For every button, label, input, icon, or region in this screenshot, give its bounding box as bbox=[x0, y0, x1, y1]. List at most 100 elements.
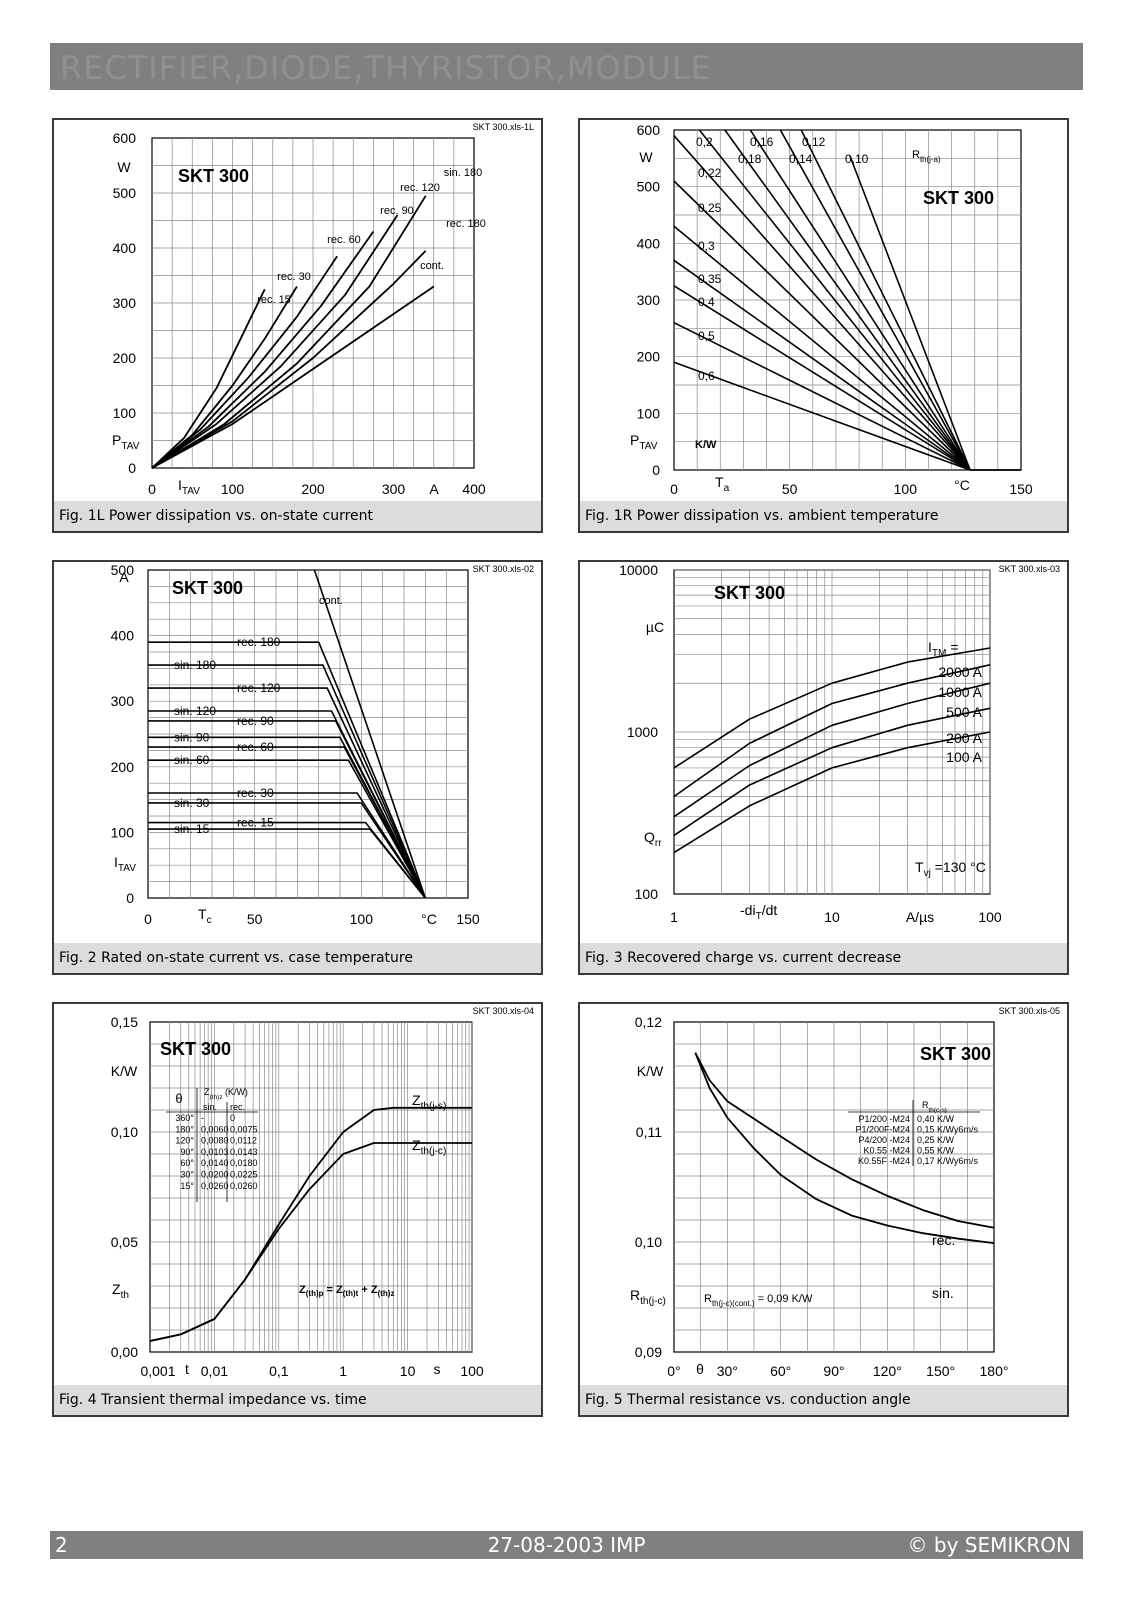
fig1r-series-10 bbox=[673, 285, 971, 471]
fig3-series-label: 500 A bbox=[946, 704, 982, 720]
footer-date: 27-08-2003 IMP bbox=[487, 1533, 646, 1557]
fig2-series-label: rec. 30 bbox=[237, 786, 274, 800]
fig3-series-label: 100 A bbox=[946, 749, 982, 765]
fig2-x-tick: 0 bbox=[144, 911, 152, 927]
fig5-y-tick: 0,10 bbox=[635, 1234, 662, 1250]
fig3-y-unit: µC bbox=[646, 619, 664, 635]
footer-copyright: © by SEMIKRON bbox=[907, 1533, 1071, 1557]
fig4-y-tick: 0,05 bbox=[111, 1234, 138, 1250]
fig3-param-label: ITM = bbox=[928, 639, 959, 659]
fig4-table-rec: 0,0112 bbox=[230, 1136, 257, 1146]
fig1l-x-tick: 200 bbox=[301, 481, 325, 497]
fig4-y-tick: 0,15 bbox=[111, 1014, 138, 1030]
fig1l-x-label: ITAV bbox=[178, 477, 200, 497]
fig2-y-label: ITAV bbox=[114, 854, 136, 874]
fig4-table-sin: 0,0103 bbox=[201, 1147, 229, 1157]
fig1r-y-tick: 300 bbox=[637, 292, 661, 308]
fig2-series-label: sin. 180 bbox=[174, 658, 216, 672]
fig1r-device: SKT 300 bbox=[923, 188, 994, 208]
figure-3-caption: Fig. 3 Recovered charge vs. current decr… bbox=[580, 943, 1067, 973]
fig5-note: Rth(j-c)(cont.) = 0,09 K/W bbox=[704, 1293, 813, 1308]
fig3-condition: Tvj =130 °C bbox=[915, 859, 986, 879]
fig1r-y-tick: 200 bbox=[637, 349, 661, 365]
fig3-series-2 bbox=[673, 682, 991, 818]
header-title: RECTIFIER,DIODE,THYRISTOR,MODULE bbox=[60, 49, 712, 87]
fig2-series-label: rec. 180 bbox=[237, 635, 281, 649]
fig1r-series-5 bbox=[698, 129, 971, 471]
fig1r-series-7 bbox=[673, 180, 971, 471]
fig1l-series-5 bbox=[151, 195, 427, 469]
fig1r-series-label: 0,35 bbox=[698, 272, 722, 286]
fig4-coefficient-table: θ Z(th)z (K/W)sin. rec.360° -0180° 0,0060 0,0… bbox=[166, 1087, 258, 1202]
fig2-series-label: sin. 30 bbox=[174, 796, 210, 810]
fig4-series-label: Zth(j-s) bbox=[412, 1092, 446, 1112]
fig1l-series-label: rec. 30 bbox=[277, 271, 311, 283]
fig3-x-unit: A/µs bbox=[906, 909, 934, 925]
figure-1r-caption: Fig. 1R Power dissipation vs. ambient te… bbox=[580, 501, 1067, 531]
fig2-series-12 bbox=[148, 828, 426, 899]
fig1l-x-tick: 300 bbox=[382, 481, 406, 497]
fig1r-series-label: 0,5 bbox=[698, 329, 715, 343]
fig3-x-label: -diT/dt bbox=[740, 902, 777, 922]
fig1l-series-label: rec. 90 bbox=[380, 205, 414, 217]
fig2-y-tick: 100 bbox=[111, 824, 135, 840]
fig1r-x-unit: °C bbox=[954, 477, 970, 493]
fig3-x-tick: 1 bbox=[670, 909, 678, 925]
fig1l-y-label: PTAV bbox=[112, 432, 140, 452]
footer-page-number: 2 bbox=[55, 1533, 68, 1557]
figure-5-chart: SKT 300.xls-05 0,09 0,10 0,11 0,12 0° 30° 60° 90… bbox=[630, 1006, 1060, 1379]
fig4-table-sin: 0,0080 bbox=[201, 1136, 229, 1146]
fig4-x-tick: 0,01 bbox=[201, 1363, 228, 1379]
fig2-series-5 bbox=[148, 720, 427, 899]
fig1l-y-tick: 400 bbox=[113, 240, 137, 256]
fig1r-legend-title: Rth(j-a) bbox=[912, 149, 941, 164]
fig4-x-tick: 10 bbox=[400, 1363, 416, 1379]
fig4-table-angle: 120° bbox=[175, 1136, 194, 1146]
fig2-y-tick: 300 bbox=[111, 693, 135, 709]
page-header-bar: RECTIFIER,DIODE,THYRISTOR,MODULE bbox=[50, 43, 1083, 90]
fig2-series-1 bbox=[148, 641, 427, 899]
fig3-x-tick: 100 bbox=[978, 909, 1002, 925]
fig4-table-angle: 60° bbox=[180, 1158, 194, 1168]
fig4-x-tick: 100 bbox=[460, 1363, 484, 1379]
fig5-device: SKT 300 bbox=[920, 1044, 991, 1064]
fig4-table-angle: 360° bbox=[175, 1113, 194, 1123]
fig1r-y-tick: 0 bbox=[652, 462, 660, 478]
figure-2-caption: Fig. 2 Rated on-state current vs. case t… bbox=[54, 943, 541, 973]
fig2-y-tick: 400 bbox=[111, 628, 135, 644]
fig1l-y-tick: 300 bbox=[113, 295, 137, 311]
fig1r-y-unit: W bbox=[639, 149, 653, 165]
fig1l-device: SKT 300 bbox=[178, 166, 249, 186]
fig1l-x-tick: 400 bbox=[462, 481, 486, 497]
fig5-table-value: 0,25 K/W bbox=[917, 1135, 955, 1145]
figure-4-chart: SKT 300.xls-040,000,050,100,150,001 0,01 0… bbox=[111, 1006, 534, 1379]
fig1r-series-0 bbox=[849, 155, 971, 471]
figure-2-panel: SKT 300.xls-02 0 100 200 300 400 500 0 50 100 150 A… bbox=[52, 560, 543, 975]
fig5-table-mount: K0.55F -M24 bbox=[858, 1156, 910, 1166]
fig4-table-angle: 30° bbox=[180, 1170, 194, 1180]
fig1r-series-11 bbox=[673, 321, 971, 471]
fig1r-series-3 bbox=[749, 129, 971, 471]
fig1l-y-tick: 200 bbox=[113, 350, 137, 366]
fig4-y-tick: 0,10 bbox=[111, 1124, 138, 1140]
fig4-device: SKT 300 bbox=[160, 1039, 231, 1059]
fig5-series-label: sin. bbox=[932, 1285, 954, 1301]
fig4-table-sin: 0,0140 bbox=[201, 1158, 229, 1168]
fig5-x-label: θ bbox=[696, 1361, 704, 1377]
fig4-table-sin: - bbox=[201, 1113, 204, 1123]
figure-4-panel: SKT 300.xls-04 0,00 0,05 0,10 0,15 0,001 0,01 0… bbox=[52, 1002, 543, 1417]
figure-1l-panel: SKT 300.xls-1L 0 100 200 300 400 500 600 0 100 200… bbox=[52, 118, 543, 533]
fig1r-series-9 bbox=[673, 259, 971, 471]
fig1r-x-tick: 100 bbox=[894, 481, 918, 497]
fig4-y-label: Zth bbox=[112, 1281, 129, 1301]
fig2-series-2 bbox=[148, 664, 427, 899]
fig1l-series-label: rec. 120 bbox=[400, 182, 440, 194]
fig5-table-head: Rth(c-s) bbox=[922, 1100, 947, 1114]
fig5-y-label: Rth(j-c) bbox=[630, 1287, 666, 1307]
fig1r-y-label: PTAV bbox=[630, 432, 658, 452]
fig2-series-8 bbox=[148, 759, 426, 899]
fig1r-y-tick: 400 bbox=[637, 235, 661, 251]
fig2-series-10 bbox=[148, 802, 426, 899]
fig1l-x-unit: A bbox=[429, 481, 439, 497]
fig1l-file-tag: SKT 300.xls-1L bbox=[473, 122, 534, 132]
